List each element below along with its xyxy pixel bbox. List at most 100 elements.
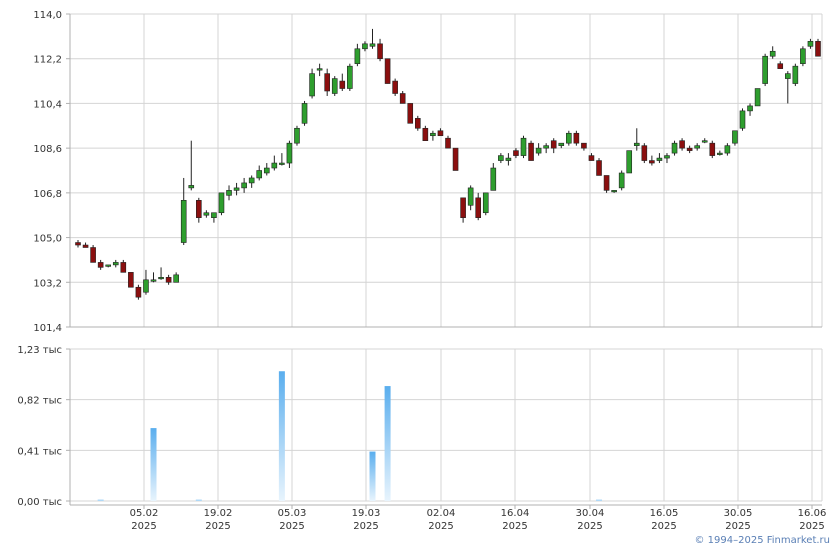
candle xyxy=(520,135,527,159)
candle-body xyxy=(573,132,580,144)
candle xyxy=(717,150,723,156)
candle-body xyxy=(482,192,489,214)
candle-body xyxy=(558,142,565,146)
candle-body xyxy=(309,73,315,97)
candle-body xyxy=(384,58,391,84)
candle xyxy=(769,46,776,59)
candle-body xyxy=(807,41,814,47)
date-tick-year: 2025 xyxy=(205,521,230,532)
candle-body xyxy=(188,185,195,189)
candle xyxy=(354,43,361,67)
candle xyxy=(233,182,240,196)
date-tick-year: 2025 xyxy=(502,521,527,532)
candle xyxy=(452,147,459,171)
date-tick-label: 16.05 xyxy=(650,508,679,519)
candle-body xyxy=(301,103,308,124)
candle-body xyxy=(90,247,96,263)
candle-body xyxy=(543,145,549,149)
candle-body xyxy=(611,190,617,193)
candle-body xyxy=(105,264,112,267)
date-tick-year: 2025 xyxy=(725,521,750,532)
volume-y-axis: 1,23 тыс 0,82 тыс 0,41 тыс 0,00 тыс xyxy=(17,345,822,508)
candle xyxy=(747,103,753,116)
candle xyxy=(566,130,572,146)
candle-body xyxy=(211,212,217,218)
candle-body xyxy=(709,142,716,156)
candle xyxy=(709,140,716,159)
candle-body xyxy=(460,197,466,218)
candle-body xyxy=(581,142,587,149)
candle-body xyxy=(633,142,640,146)
candle-body xyxy=(467,187,474,206)
date-tick-label: 30.04 xyxy=(576,508,605,519)
candle-body xyxy=(762,55,768,84)
date-tick-label: 05.03 xyxy=(278,508,307,519)
date-tick-year: 2025 xyxy=(353,521,378,532)
candle-body xyxy=(792,65,799,84)
candle xyxy=(248,175,255,188)
candle xyxy=(505,153,512,166)
candle xyxy=(188,140,195,191)
candle xyxy=(384,58,391,84)
candle xyxy=(241,177,247,193)
candle-body xyxy=(241,182,247,189)
candle-body xyxy=(233,187,240,191)
candle xyxy=(701,138,708,144)
candle-body xyxy=(347,65,353,89)
candle-body xyxy=(649,160,655,164)
candle-body xyxy=(135,286,142,298)
candle-body xyxy=(165,277,172,283)
candle xyxy=(800,46,806,67)
candle xyxy=(513,148,519,159)
candle xyxy=(271,155,278,171)
candle xyxy=(460,197,466,223)
candle-body xyxy=(769,50,776,57)
candle xyxy=(558,142,565,149)
candle xyxy=(377,38,383,62)
candle xyxy=(203,210,210,218)
candle-body xyxy=(528,142,534,161)
candle-body xyxy=(75,242,81,246)
candle-body xyxy=(196,200,202,218)
candle xyxy=(347,63,353,92)
candle xyxy=(490,163,497,191)
date-tick-year: 2025 xyxy=(428,521,453,532)
candle xyxy=(618,170,625,191)
volume-tick-label: 0,41 тыс xyxy=(17,446,62,457)
candle-body xyxy=(754,88,761,107)
copyright-link[interactable]: © 1994–2025 Finmarket.ru xyxy=(694,535,830,546)
date-tick-label: 30.05 xyxy=(724,508,753,519)
candle-body xyxy=(414,118,421,129)
volume-bar xyxy=(369,451,376,501)
candle xyxy=(135,284,142,300)
candle xyxy=(611,190,617,193)
candle xyxy=(369,28,376,49)
candle-body xyxy=(664,155,670,159)
candle-body xyxy=(271,162,278,169)
candle xyxy=(286,140,293,169)
candle xyxy=(309,68,315,99)
candle-body xyxy=(717,152,723,155)
candle xyxy=(294,125,300,146)
candle-body xyxy=(656,157,663,161)
candle-body xyxy=(158,277,164,280)
candle xyxy=(686,145,693,154)
candle-body xyxy=(143,279,149,293)
candle xyxy=(550,138,557,154)
candle-body xyxy=(316,68,323,71)
candle-body xyxy=(724,145,731,154)
price-tick-label: 101,4 xyxy=(33,323,62,334)
candle xyxy=(112,259,119,268)
price-tick-label: 110,4 xyxy=(33,99,62,110)
candle xyxy=(656,153,663,164)
candle xyxy=(588,153,595,161)
candle xyxy=(475,192,482,221)
candle xyxy=(75,240,81,248)
candle xyxy=(445,135,451,149)
candle xyxy=(739,108,746,131)
candle-body xyxy=(671,142,678,154)
volume-bar xyxy=(195,499,202,501)
candle xyxy=(218,192,225,216)
candle xyxy=(664,153,670,164)
